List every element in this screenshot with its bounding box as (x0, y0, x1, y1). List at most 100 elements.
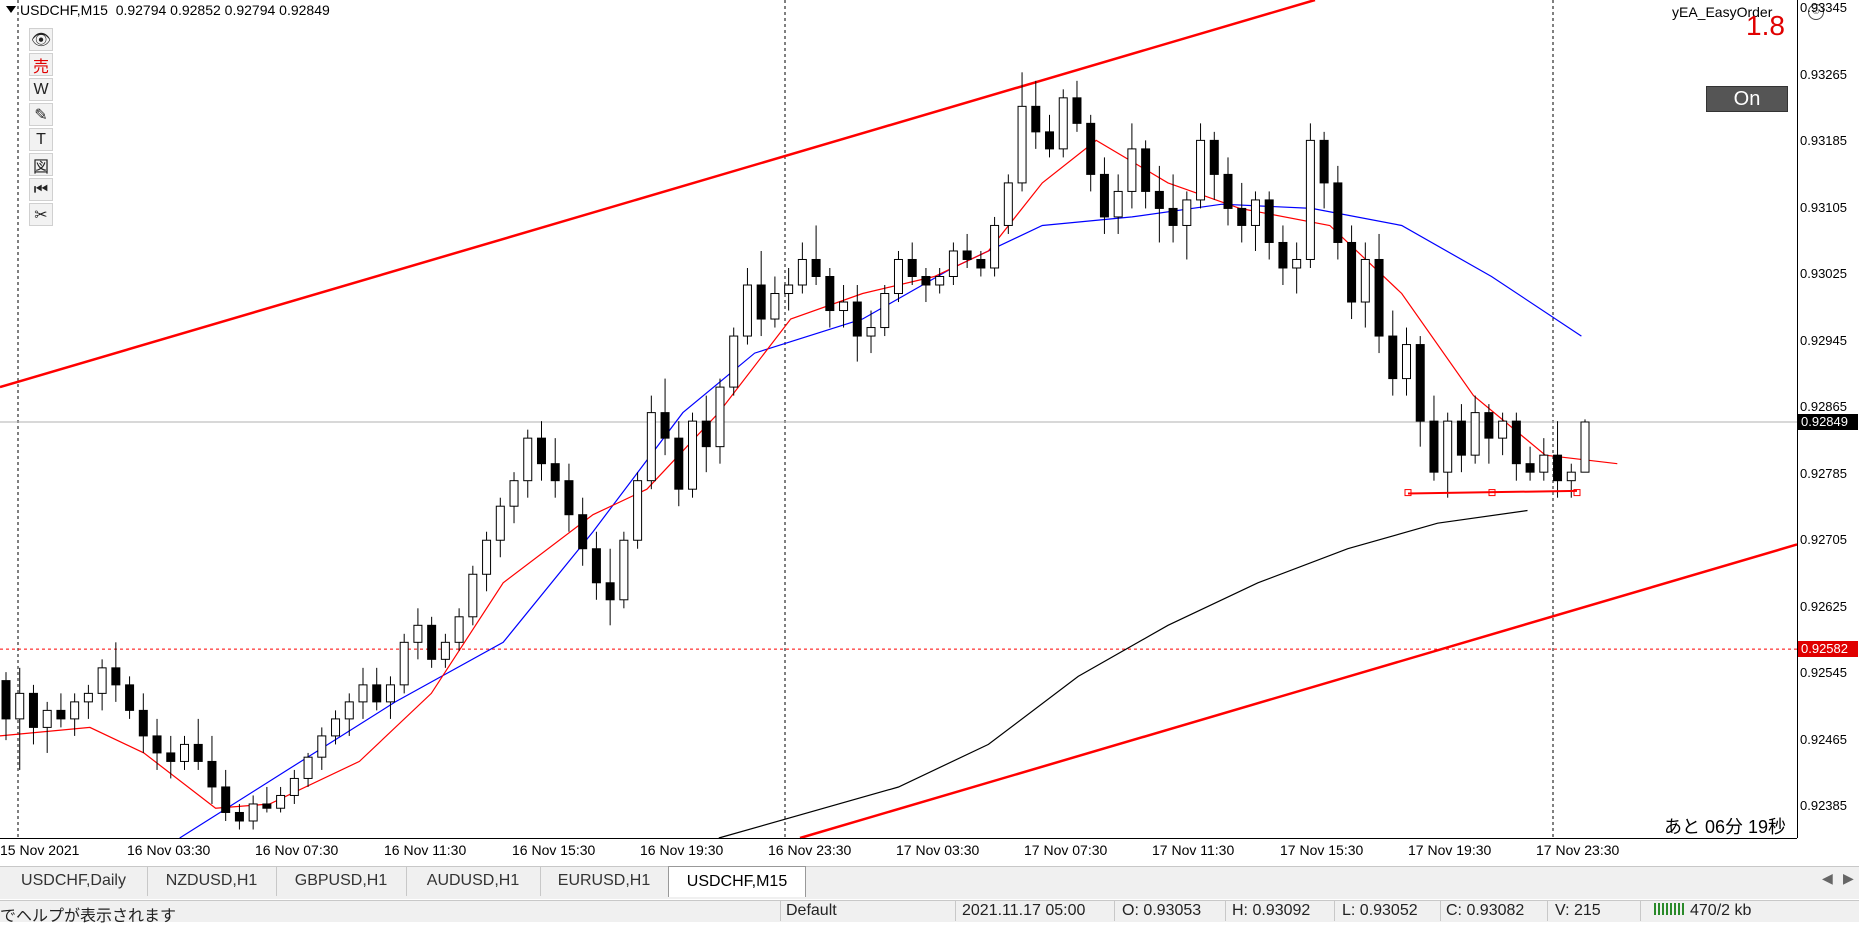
candle-body (1086, 122, 1096, 175)
candle-body (784, 284, 794, 295)
tab-scroll-left-icon[interactable]: ◀ (1822, 870, 1833, 886)
status-datetime: 2021.11.17 05:00 (962, 902, 1086, 919)
candle-body (1045, 131, 1055, 150)
time-tick-label: 17 Nov 23:30 (1536, 842, 1620, 858)
price-axis[interactable] (1797, 0, 1859, 838)
eye-icon[interactable]: 👁 (29, 28, 53, 51)
candle-body (742, 284, 752, 337)
candle-body (1443, 420, 1453, 473)
candle-body (1319, 139, 1329, 184)
ohlc-values: 0.92794 0.92852 0.92794 0.92849 (115, 2, 330, 18)
candle-body (1127, 148, 1137, 192)
candle-body (385, 684, 395, 703)
time-tick-label: 17 Nov 07:30 (1024, 842, 1108, 858)
candle-body (1456, 420, 1466, 456)
chart-tab[interactable]: GBPUSD,H1 (276, 866, 407, 896)
chart-tab[interactable]: USDCHF,M15 (668, 866, 806, 897)
candle-body (262, 803, 272, 809)
candle-body (1347, 241, 1357, 303)
candle-body (83, 692, 93, 703)
on-toggle-button[interactable]: On (1706, 86, 1788, 112)
candle-body (1058, 97, 1068, 150)
bar-countdown: あと 06分 19秒 (1664, 817, 1787, 837)
time-tick-label: 15 Nov 2021 (0, 842, 80, 858)
sell-icon[interactable]: 売 (29, 53, 53, 76)
support-handle (1488, 489, 1496, 497)
candle-body (1374, 258, 1384, 337)
status-close: C: 0.93082 (1446, 902, 1525, 919)
candle-body (1113, 190, 1123, 218)
candle-body (468, 573, 478, 618)
rewind-icon[interactable]: ⏮ (29, 178, 53, 201)
candle-body (564, 480, 574, 516)
chart-tab[interactable]: EURUSD,H1 (540, 866, 669, 896)
candle-body (1223, 173, 1233, 209)
candle-body (578, 514, 588, 550)
time-tick-label: 17 Nov 11:30 (1152, 842, 1235, 858)
price-tick-label: 0.92385 (1800, 798, 1847, 813)
smiley-icon: ☺ (1808, 4, 1824, 20)
chart-tab[interactable]: NZDUSD,H1 (147, 866, 277, 896)
candle-body (1237, 207, 1247, 226)
candle-body (811, 258, 821, 277)
candle-body (234, 811, 244, 822)
scissors-icon[interactable]: ✂ (29, 203, 53, 226)
status-bar (0, 900, 1859, 922)
tab-scroll-right-icon[interactable]: ▶ (1843, 870, 1854, 886)
candle-body (1141, 148, 1151, 192)
chart-area[interactable] (0, 0, 1859, 860)
candle-body (935, 275, 945, 286)
chart-tab[interactable]: USDCHF,Daily (0, 866, 148, 896)
candle-body (166, 752, 176, 762)
candle-body (70, 701, 80, 720)
candle-body (399, 641, 409, 686)
w-icon[interactable]: W (29, 78, 53, 101)
candle-body (880, 293, 890, 329)
candle-body (852, 301, 862, 337)
candle-body (701, 420, 711, 448)
price-tick-label: 0.93265 (1800, 66, 1847, 82)
candle-body (1196, 139, 1206, 201)
candle-body (715, 386, 725, 448)
candle-body (1264, 199, 1274, 243)
candle-body (427, 624, 437, 660)
candle-body (344, 701, 354, 720)
candle-body (660, 412, 670, 439)
time-tick-label: 16 Nov 07:30 (255, 842, 339, 858)
text-icon[interactable]: T (29, 128, 53, 151)
price-tick-label: 0.92945 (1800, 332, 1847, 348)
status-volume: V: 215 (1555, 902, 1601, 919)
candle-body (550, 463, 560, 482)
time-tick-label: 16 Nov 11:30 (384, 842, 467, 858)
candle-body (413, 624, 423, 643)
candle-body (523, 437, 533, 482)
alert-price-tag: 0.92582 (1798, 641, 1858, 658)
price-chart[interactable] (0, 0, 1859, 860)
candle-body (674, 437, 684, 490)
candle-body (1511, 420, 1521, 465)
candle-body (248, 803, 258, 822)
candle-body (28, 692, 38, 728)
candle-body (1402, 344, 1412, 380)
time-axis[interactable] (0, 838, 1797, 861)
chart-tab[interactable]: AUDUSD,H1 (406, 866, 541, 896)
candle-body (1470, 412, 1480, 456)
status-profile: Default (786, 902, 837, 919)
candle-body (729, 335, 739, 388)
dropdown-triangle-icon[interactable] (6, 6, 16, 13)
candle-body (907, 258, 917, 277)
figure-icon[interactable]: 図 (29, 153, 53, 176)
symbol-timeframe: USDCHF,M15 (20, 2, 108, 18)
candle-body (1305, 139, 1315, 260)
candle-body (372, 684, 382, 703)
candle-body (56, 709, 66, 720)
candle-body (1292, 258, 1302, 269)
pencil-icon[interactable]: ✎ (29, 103, 53, 126)
connection-bars-icon (1654, 902, 1684, 920)
candle-body (619, 539, 629, 601)
candle-body (1168, 207, 1178, 226)
ma-slow-line (718, 509, 1528, 839)
status-traffic: 470/2 kb (1690, 902, 1752, 919)
candle-body (15, 692, 25, 720)
time-tick-label: 16 Nov 19:30 (640, 842, 724, 858)
